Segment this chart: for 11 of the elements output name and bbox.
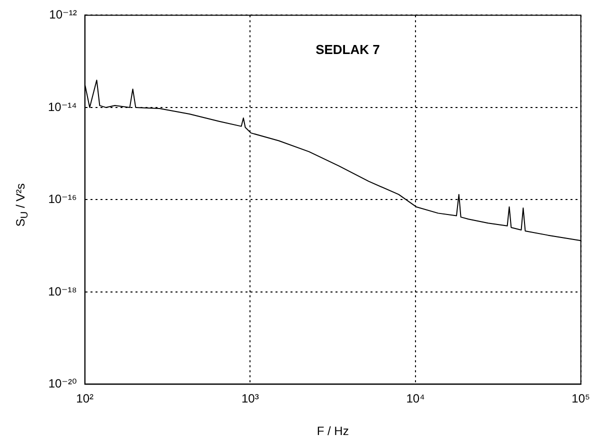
y-tick-label: 10⁻²⁰ — [48, 376, 78, 391]
y-tick-label: 10⁻¹⁶ — [48, 192, 77, 206]
x-axis-title: F / Hz — [316, 424, 349, 438]
x-tick-label: 10³ — [241, 392, 259, 406]
y-tick-label: 10⁻¹⁴ — [48, 100, 77, 114]
y-tick-label: 10⁻¹⁸ — [48, 284, 77, 298]
x-tick-label: 10⁴ — [406, 392, 425, 406]
annotation: SEDLAK 7 — [316, 42, 380, 57]
x-tick-label: 10⁵ — [572, 392, 590, 406]
x-tick-label: 10² — [76, 392, 94, 406]
y-tick-label: 10⁻¹² — [49, 8, 77, 22]
